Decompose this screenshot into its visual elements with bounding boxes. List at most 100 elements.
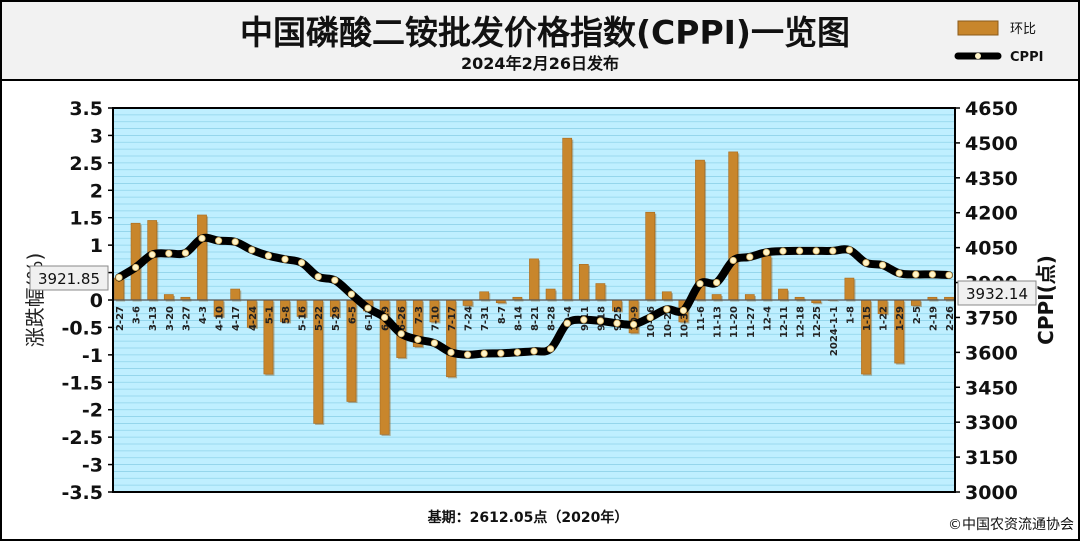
cppi-point-11-6	[696, 280, 704, 288]
cppi-point-4-17	[231, 238, 239, 246]
x-tick-label: 9-25	[613, 306, 624, 331]
cppi-point-3-20	[165, 249, 173, 258]
x-tick-label: 12-18	[796, 306, 807, 338]
cppi-point-2-5	[912, 270, 920, 278]
bar-11-20	[728, 151, 739, 301]
right-tick-label: 3150	[965, 447, 1018, 469]
left-tick-label: -3	[82, 455, 103, 477]
right-tick-label: 3600	[965, 342, 1018, 364]
cppi-point-6-12	[364, 304, 372, 312]
right-tick-label: 4650	[965, 98, 1018, 120]
x-tick-label: 3-13	[148, 306, 159, 331]
x-tick-label: 11-13	[713, 306, 724, 338]
left-tick-label: 3.5	[69, 98, 103, 120]
cppi-point-10-16	[646, 313, 654, 322]
legend-line-label: CPPI	[1010, 50, 1043, 65]
left-tick-label: -3.5	[61, 482, 103, 504]
x-tick-label: 2024-1-1	[829, 306, 840, 356]
x-tick-label: 3-27	[181, 306, 192, 331]
cppi-point-5-22	[314, 273, 322, 281]
left-tick-label: 3	[90, 125, 103, 147]
left-axis-ticks: 3.532.521.510.50-0.5-1-1.5-2-2.5-3-3.5	[61, 98, 113, 504]
cppi-point-11-27	[746, 253, 754, 261]
cppi-point-11-13	[712, 278, 721, 287]
x-tick-label: 5-16	[298, 306, 309, 331]
cppi-point-7-3	[414, 335, 422, 344]
cppi-point-2024-1-1	[829, 247, 837, 255]
cppi-point-8-14	[513, 348, 522, 356]
bar-12-11	[778, 288, 788, 301]
bar-9-11	[578, 264, 589, 301]
x-tick-label: 7-17	[447, 306, 458, 331]
cppi-point-7-24	[463, 351, 472, 359]
callout-last-value: 3932.14	[966, 285, 1028, 303]
cppi-point-12-25	[812, 247, 820, 255]
bar-8-28	[545, 288, 556, 301]
cppi-point-11-20	[729, 256, 737, 265]
x-tick-label: 7-10	[430, 306, 441, 331]
left-tick-label: 1	[90, 235, 103, 257]
x-tick-label: 4-3	[198, 306, 209, 324]
x-tick-label: 4-24	[248, 306, 259, 331]
cppi-line-series	[115, 233, 953, 359]
left-tick-label: 2	[90, 180, 103, 202]
bar-series	[114, 137, 956, 436]
cppi-point-5-16	[297, 259, 306, 267]
x-tick-label: 1-22	[879, 306, 890, 331]
page-title: 中国磷酸二铵批发价格指数(CPPI)一览图	[240, 13, 850, 52]
x-tick-label: 5-1	[264, 306, 275, 324]
cppi-point-2-19	[928, 270, 937, 278]
bar-2-5	[910, 299, 921, 306]
right-axis-label: CPPI(点)	[1034, 255, 1058, 345]
cppi-point-8-28	[546, 345, 555, 353]
x-tick-label: 2-26	[945, 306, 956, 331]
callout-last-box	[957, 280, 1037, 306]
cppi-point-1-22	[878, 261, 887, 269]
cppi-point-4-10	[215, 237, 223, 245]
cppi-point-8-21	[530, 347, 538, 355]
right-tick-label: 3450	[965, 377, 1018, 399]
bar-12-4	[761, 255, 772, 301]
x-tick-label: 2-19	[928, 306, 939, 331]
right-tick-label: 4500	[965, 133, 1018, 155]
callout-first-value: 3921.85	[38, 270, 100, 288]
x-tick-label: 2-5	[912, 306, 923, 324]
left-tick-label: -1.5	[61, 372, 103, 394]
legend-bar-label: 环比	[1010, 22, 1036, 37]
x-tick-label: 10-30	[679, 306, 690, 338]
x-tick-label: 10-9	[630, 306, 641, 331]
cppi-point-6-5	[347, 290, 355, 298]
right-tick-label: 3300	[965, 412, 1018, 434]
grid-lines	[113, 107, 955, 493]
cppi-point-10-30	[679, 306, 688, 315]
cppi-point-10-9	[629, 320, 638, 329]
base-period-note: 基期：2612.05点（2020年）	[428, 509, 629, 526]
x-tick-label: 8-7	[497, 306, 508, 324]
callout-first-box	[29, 265, 109, 291]
cppi-point-10-23	[663, 305, 671, 313]
x-tick-label: 4-17	[231, 306, 242, 331]
cppi-point-7-31	[480, 349, 488, 358]
right-tick-label: 3750	[965, 307, 1018, 329]
x-tick-label: 10-16	[646, 306, 657, 338]
callout-last: 3932.14	[957, 280, 1037, 306]
x-tick-label: 1-15	[862, 306, 873, 331]
cppi-point-2-27	[115, 273, 123, 282]
cppi-point-8-7	[497, 349, 505, 357]
bar-8-21	[529, 258, 539, 301]
x-tick-label: 9-4	[563, 306, 574, 324]
bar-1-8	[844, 277, 855, 301]
bar-11-27	[744, 294, 755, 301]
cppi-point-9-11	[580, 316, 588, 324]
x-tick-label: 4-10	[215, 306, 226, 331]
x-tick-label: 3-20	[165, 306, 176, 331]
x-tick-label: 12-11	[779, 306, 790, 338]
bar-9-4	[562, 137, 573, 301]
x-tick-label: 7-24	[464, 306, 475, 331]
bar-shadow	[829, 301, 839, 302]
bar-9-18	[595, 283, 606, 301]
cppi-point-1-15	[862, 259, 870, 267]
cppi-point-7-10	[430, 339, 438, 347]
right-tick-label: 4350	[965, 168, 1018, 190]
